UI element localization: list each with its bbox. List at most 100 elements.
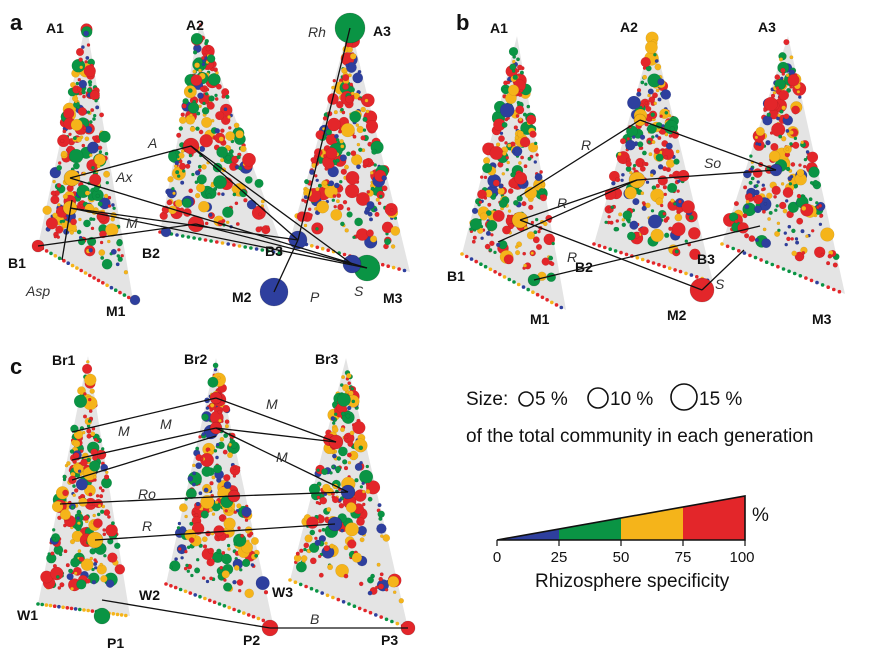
otu-bubble: [355, 191, 370, 206]
otu-bubble: [180, 180, 185, 185]
otu-bubble: [223, 107, 228, 112]
otu-bubble: [88, 120, 93, 124]
otu-bubble: [674, 249, 679, 254]
otu-bubble: [336, 597, 341, 602]
otu-bubble: [107, 204, 112, 208]
vertex-label-a1: A1: [490, 20, 508, 36]
otu-bubble: [373, 163, 378, 167]
otu-bubble: [239, 189, 248, 198]
otu-bubble: [654, 59, 659, 63]
otu-bubble: [196, 111, 201, 116]
otu-bubble: [750, 176, 755, 181]
otu-bubble: [559, 305, 564, 310]
otu-bubble: [818, 203, 823, 208]
otu-bubble: [194, 567, 201, 574]
otu-bubble: [483, 175, 488, 180]
otu-bubble: [368, 217, 374, 222]
link-label-so: So: [704, 155, 721, 171]
otu-bubble: [225, 154, 232, 161]
otu-bubble: [323, 545, 330, 552]
vertex-label-b3: B3: [697, 251, 715, 267]
otu-bubble: [527, 156, 532, 161]
otu-bubble: [326, 507, 332, 513]
otu-bubble: [226, 452, 233, 459]
otu-bubble: [497, 187, 505, 195]
otu-bubble: [231, 184, 240, 193]
otu-bubble: [201, 62, 206, 67]
otu-bubble: [65, 563, 70, 568]
otu-bubble: [237, 244, 242, 248]
otu-bubble: [175, 154, 180, 159]
otu-bubble: [774, 230, 781, 237]
otu-bubble: [103, 553, 107, 558]
otu-bubble: [511, 149, 516, 154]
otu-bubble: [763, 96, 778, 112]
otu-bubble: [390, 225, 401, 236]
otu-bubble: [637, 141, 644, 148]
otu-bubble: [796, 193, 802, 199]
otu-bubble: [339, 221, 345, 227]
otu-bubble: [657, 97, 662, 102]
otu-bubble: [508, 46, 519, 57]
otu-bubble: [63, 107, 75, 120]
otu-bubble: [642, 161, 647, 166]
otu-bubble: [471, 207, 479, 215]
otu-bubble: [60, 150, 68, 158]
otu-bubble: [48, 603, 53, 608]
otu-bubble: [76, 509, 82, 515]
otu-bubble: [199, 452, 214, 467]
otu-bubble: [85, 578, 91, 584]
otu-bubble: [201, 56, 205, 60]
otu-bubble: [189, 113, 193, 118]
otu-bubble: [217, 192, 221, 196]
otu-bubble: [377, 201, 382, 206]
otu-bubble: [91, 567, 95, 572]
otu-bubble: [319, 496, 328, 505]
otu-bubble: [615, 177, 621, 183]
otu-bubble: [354, 463, 363, 471]
otu-bubble: [120, 253, 124, 258]
otu-bubble: [50, 551, 55, 556]
otu-bubble: [356, 164, 362, 170]
highlighted-otu-bubble: [93, 607, 111, 625]
otu-bubble: [207, 73, 221, 86]
otu-bubble: [192, 50, 198, 55]
otu-bubble: [621, 172, 625, 177]
panel-b: b A1 A2 A3 B1 B2 B3 M1 M2 M3 R R R So S: [447, 10, 832, 327]
otu-bubble: [645, 105, 652, 112]
otu-bubble: [77, 77, 82, 82]
otu-bubble: [126, 295, 131, 300]
otu-bubble: [540, 188, 544, 192]
otu-bubble: [781, 267, 786, 271]
otu-bubble: [107, 552, 118, 563]
otu-bubble: [366, 190, 371, 194]
otu-bubble: [361, 489, 366, 494]
otu-bubble: [376, 523, 387, 534]
otu-bubble: [651, 140, 656, 145]
otu-bubble: [316, 468, 320, 473]
link-label-m: M: [126, 215, 138, 231]
otu-bubble: [783, 231, 788, 235]
otu-bubble: [335, 100, 344, 109]
link-label-m2: M: [118, 423, 130, 439]
otu-bubble: [376, 562, 381, 567]
otu-bubble: [786, 236, 791, 242]
otu-bubble: [111, 612, 116, 616]
otu-bubble: [345, 95, 354, 104]
otu-bubble: [107, 195, 112, 200]
otu-bubble: [472, 235, 477, 240]
otu-bubble: [225, 131, 236, 142]
otu-bubble: [66, 261, 70, 266]
otu-bubble: [318, 572, 324, 578]
connection-line: [519, 119, 641, 197]
otu-bubble: [778, 134, 783, 139]
otu-bubble: [97, 503, 102, 508]
otu-bubble: [765, 139, 771, 146]
otu-bubble: [205, 530, 212, 537]
otu-bubble: [825, 261, 831, 266]
otu-bubble: [75, 47, 85, 57]
otu-bubble: [753, 189, 760, 196]
otu-bubble: [340, 168, 347, 175]
otu-bubble: [100, 447, 105, 451]
otu-bubble: [378, 576, 384, 582]
